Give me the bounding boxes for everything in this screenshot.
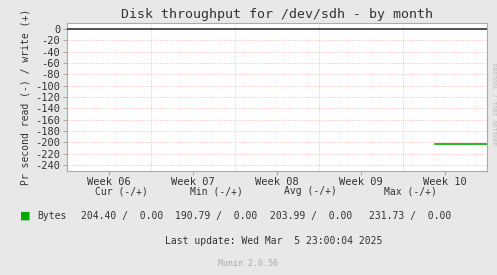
Text: Avg (-/+): Avg (-/+) [284,186,337,196]
Text: 231.73 /  0.00: 231.73 / 0.00 [369,211,451,221]
Text: ■: ■ [20,211,30,221]
Text: 204.40 /  0.00: 204.40 / 0.00 [81,211,163,221]
Text: Min (-/+): Min (-/+) [190,186,243,196]
Title: Disk throughput for /dev/sdh - by month: Disk throughput for /dev/sdh - by month [121,8,433,21]
Text: 190.79 /  0.00: 190.79 / 0.00 [175,211,257,221]
Text: Last update: Wed Mar  5 23:00:04 2025: Last update: Wed Mar 5 23:00:04 2025 [165,236,382,246]
Text: RRDTOOL / TOBI OETIKER: RRDTOOL / TOBI OETIKER [491,63,496,146]
Text: 203.99 /  0.00: 203.99 / 0.00 [269,211,352,221]
Text: Munin 2.0.56: Munin 2.0.56 [219,260,278,268]
Y-axis label: Pr second read (-) / write (+): Pr second read (-) / write (+) [21,9,31,185]
Text: Cur (-/+): Cur (-/+) [95,186,148,196]
Text: Bytes: Bytes [37,211,67,221]
Text: Max (-/+): Max (-/+) [384,186,436,196]
